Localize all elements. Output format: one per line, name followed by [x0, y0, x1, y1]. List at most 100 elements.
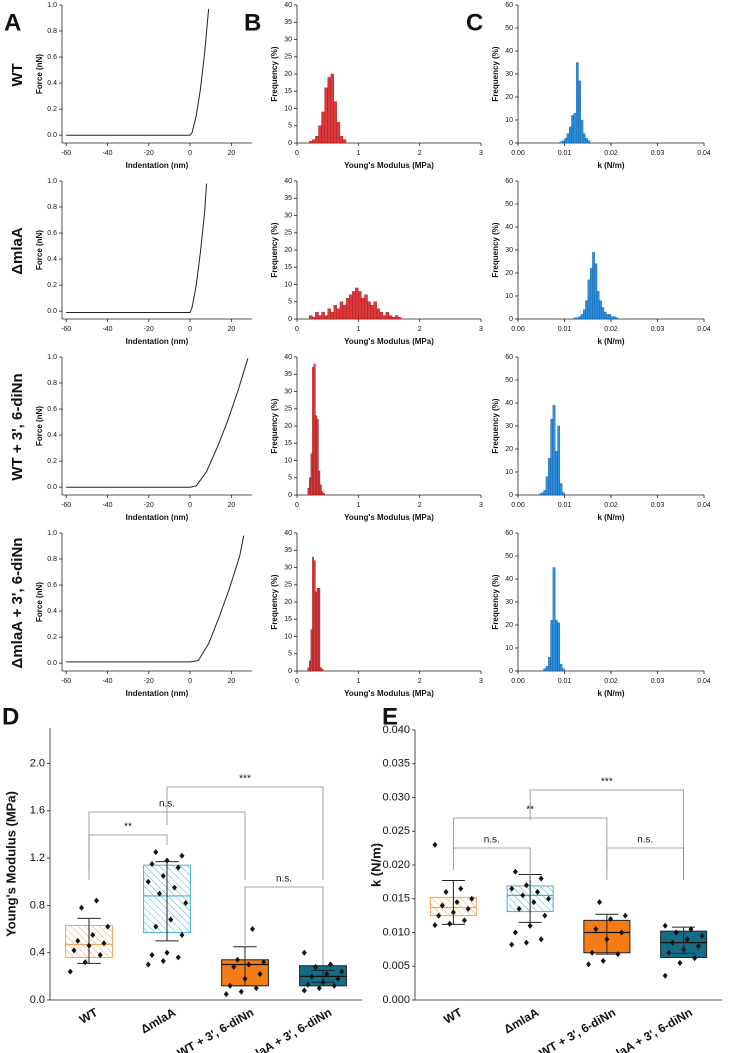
x-tick-label: 2 — [418, 150, 422, 157]
data-point — [175, 864, 181, 871]
histogram-bar — [339, 301, 344, 320]
data-point — [436, 912, 442, 919]
y-tick-label: 10 — [505, 117, 513, 124]
x-tick-label: -20 — [144, 326, 154, 333]
data-point — [673, 929, 679, 936]
y-tick-label: 0.8 — [47, 28, 57, 35]
y-tick-label: 50 — [505, 25, 513, 32]
data-point — [164, 857, 170, 864]
x-tick-label: 0.04 — [697, 502, 711, 509]
histogram-bar — [322, 493, 325, 496]
data-point — [593, 926, 599, 933]
histogram-bar — [313, 560, 316, 672]
x-tick-label: 0.01 — [558, 326, 572, 333]
data-point — [331, 982, 337, 989]
y-tick-label: 0.030 — [382, 791, 410, 803]
histogram-bar — [559, 483, 563, 496]
y-tick-label: 0.025 — [382, 825, 410, 837]
data-point — [542, 912, 548, 919]
data-point — [597, 899, 603, 906]
histogram-bar — [318, 588, 321, 672]
y-tick-label: 0.6 — [47, 230, 57, 237]
x-axis-title: Indentation (nm) — [126, 689, 189, 698]
histogram-bar — [315, 415, 318, 496]
data-point — [301, 949, 307, 956]
histogram-bar — [582, 133, 586, 144]
x-tick-label: 1 — [356, 678, 360, 685]
significance-bracket — [88, 834, 168, 880]
histogram-bar — [376, 308, 380, 320]
data-point — [305, 981, 311, 988]
histogram-bar — [543, 490, 547, 496]
data-point — [432, 841, 438, 848]
row-label: WT + 3', 6-diNn — [9, 373, 26, 480]
data-point — [97, 952, 103, 959]
y-tick-label: 0.8 — [47, 204, 57, 211]
histogram-bar — [601, 307, 605, 320]
x-tick-label: 20 — [227, 502, 235, 509]
histogram-bar — [307, 487, 310, 496]
histogram-bar — [552, 405, 556, 496]
data-point — [604, 936, 610, 943]
data-point — [615, 951, 621, 958]
x-tick-label: 20 — [227, 150, 235, 157]
x-tick-label: 0.04 — [697, 326, 711, 333]
y-tick-label: 30 — [284, 564, 292, 571]
x-axis-title: k (N/m) — [597, 689, 624, 698]
y-tick-label: 0.0 — [47, 132, 57, 139]
category-label: WT — [441, 1005, 465, 1027]
histogram-bar — [587, 140, 591, 144]
y-tick-label: 5 — [288, 123, 292, 130]
y-tick-label: 0.0 — [47, 308, 57, 315]
y-tick-label: 0.010 — [382, 926, 410, 938]
panel-letter: C — [466, 9, 483, 36]
x-tick-label: 0.02 — [604, 502, 618, 509]
y-tick-label: 0 — [509, 316, 513, 323]
data-point — [450, 909, 456, 916]
data-point — [619, 929, 625, 936]
histogram-bar — [548, 458, 551, 496]
data-point — [105, 923, 111, 930]
y-tick-label: 25 — [284, 230, 292, 237]
y-axis-title: Frequency (%) — [491, 574, 500, 629]
data-point — [235, 956, 241, 963]
data-point — [67, 968, 73, 975]
data-point — [688, 926, 694, 933]
data-point — [157, 890, 163, 897]
x-tick-label: 0 — [188, 678, 192, 685]
histogram-bar — [606, 314, 609, 320]
histogram-bar — [543, 668, 547, 672]
data-point — [339, 968, 345, 975]
y-tick-label: 0.005 — [382, 960, 410, 972]
x-tick-label: 0.00 — [511, 678, 525, 685]
significance-bracket — [166, 786, 324, 880]
data-point — [458, 885, 464, 892]
histogram-bar — [585, 300, 588, 320]
y-tick-label: 10 — [284, 633, 292, 640]
data-point — [175, 954, 181, 961]
histogram-bar — [315, 311, 319, 320]
data-point — [608, 916, 614, 922]
y-tick-label: 1.0 — [47, 354, 57, 361]
histogram-bar — [552, 567, 556, 672]
y-tick-label: 40 — [505, 576, 513, 583]
category-label: ΔmlaA — [138, 1005, 178, 1036]
data-point — [145, 878, 151, 885]
x-tick-label: 0 — [295, 678, 299, 685]
panel-letter: E — [382, 703, 398, 730]
y-tick-label: 0 — [509, 140, 513, 147]
histogram-bar — [358, 291, 362, 320]
x-tick-label: 0 — [295, 502, 299, 509]
data-point — [531, 899, 537, 906]
x-tick-label: 0.03 — [651, 502, 665, 509]
histogram-bar — [559, 141, 563, 144]
y-tick-label: 20 — [505, 622, 513, 629]
y-tick-label: 2.0 — [30, 757, 45, 769]
histogram-bar — [550, 418, 554, 496]
histogram-bar — [345, 298, 350, 320]
histogram-bar — [382, 315, 387, 320]
y-axis-title: k (N/m) — [368, 843, 383, 887]
y-axis-title: Frequency (%) — [270, 398, 279, 453]
data-point — [316, 985, 322, 992]
